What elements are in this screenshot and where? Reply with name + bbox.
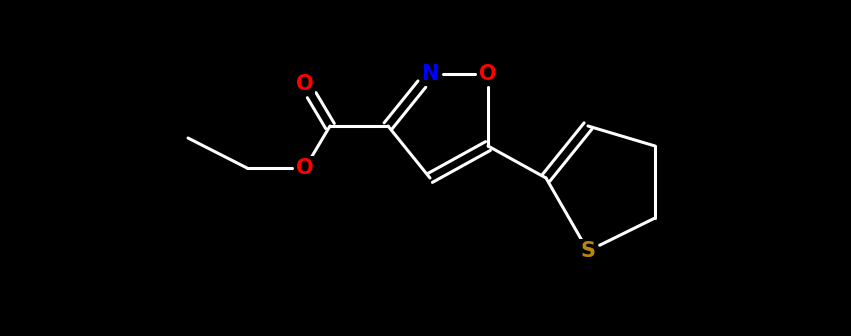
- Text: O: O: [479, 64, 497, 84]
- Text: S: S: [580, 241, 596, 261]
- Text: O: O: [296, 158, 314, 178]
- Text: O: O: [296, 74, 314, 94]
- Text: N: N: [421, 64, 438, 84]
